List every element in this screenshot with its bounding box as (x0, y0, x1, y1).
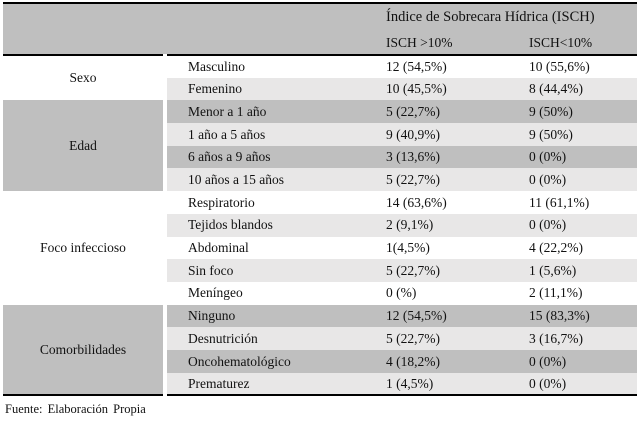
table-row: Sexo Masculino 12 (54,5%) 10 (55,6%) (3, 55, 637, 101)
row-value-isch-low: 0 (0%) (529, 375, 567, 391)
row-label: Prematurez (163, 372, 385, 396)
row-value-isch-high: 5 (22,7%) (386, 262, 440, 278)
row-label: 6 años a 9 años (188, 149, 271, 165)
row-value-isch-low: 10 (55,6%) (529, 59, 590, 75)
table-title: Índice de Sobrecara Hídrica (ISCH) (385, 3, 637, 31)
group-label-sexo: Sexo (3, 55, 165, 101)
row-value-isch-low: 11 (61,1%) (529, 194, 590, 210)
row-label: Menor a 1 año (188, 103, 267, 119)
row-value-isch-low: 0 (0%) (529, 172, 567, 188)
table-row: Foco infeccioso Respiratorio 14 (63,6%) … (3, 191, 637, 305)
row-value-isch-high: 5 (22,7%) (386, 103, 440, 119)
table-row: Comorbilidades Ninguno 12 (54,5%) 15 (83… (3, 304, 637, 396)
group-label-edad: Edad (3, 100, 165, 192)
header-title-row: Índice de Sobrecara Hídrica (ISCH) (3, 3, 637, 31)
row-value-isch-high: 12 (54,5%) (386, 308, 447, 324)
row-label: Meníngeo (188, 285, 243, 301)
row-value-isch-high: 5 (22,7%) (386, 330, 440, 346)
row-value-isch-low: 0 (0%) (529, 149, 567, 165)
isch-table: Índice de Sobrecara Hídrica (ISCH) ISCH … (3, 2, 637, 397)
table-row: Edad Menor a 1 año 5 (22,7%) 9 (50%) (3, 100, 637, 192)
row-label: Respiratorio (188, 194, 255, 210)
row-value-isch-low: 4 (22,2%) (529, 240, 583, 256)
row-value-isch-low: 9 (50%) (529, 103, 573, 119)
row-label: Sin foco (163, 259, 385, 282)
column-header-isch-high: ISCH >10% (385, 31, 528, 55)
row-label: Tejidos blandos (163, 213, 385, 237)
row-label: 10 años a 15 años (163, 168, 385, 192)
row-label: 1 año a 5 años (163, 123, 385, 146)
row-label: Ninguno (188, 308, 236, 324)
row-label: Masculino (188, 59, 245, 75)
row-value-isch-low: 1 (5,6%) (529, 262, 577, 278)
row-value-isch-low: 9 (50%) (529, 126, 573, 142)
row-value-isch-high: 0 (%) (386, 285, 417, 301)
header-empty-cell (3, 3, 385, 31)
row-value-isch-high: 5 (22,7%) (386, 172, 440, 188)
row-value-isch-low: 3 (16,7%) (529, 330, 583, 346)
column-header-isch-low: ISCH<10% (528, 31, 637, 55)
header-columns-row: ISCH >10% ISCH<10% (3, 31, 637, 55)
row-label: Femenino (163, 77, 385, 101)
row-value-isch-low: 0 (0%) (529, 217, 567, 233)
header-empty-cell (3, 31, 385, 55)
row-value-isch-low: 8 (44,4%) (529, 81, 583, 97)
row-value-isch-low: 0 (0%) (529, 353, 567, 369)
row-value-isch-high: 1(4,5%) (386, 240, 430, 256)
row-value-isch-high: 4 (18,2%) (386, 353, 440, 369)
row-value-isch-high: 2 (9,1%) (386, 217, 434, 233)
table-source-note: Fuente: Elaboración Propia (5, 402, 146, 417)
group-label-foco-infeccioso: Foco infeccioso (3, 191, 165, 305)
row-value-isch-low: 15 (83,3%) (529, 308, 590, 324)
table-header: Índice de Sobrecara Hídrica (ISCH) ISCH … (3, 3, 637, 55)
row-value-isch-high: 9 (40,9%) (386, 126, 440, 142)
row-value-isch-low: 2 (11,1%) (529, 285, 583, 301)
row-value-isch-high: 3 (13,6%) (386, 149, 440, 165)
row-value-isch-high: 12 (54,5%) (386, 59, 447, 75)
group-label-comorbilidades: Comorbilidades (3, 304, 165, 396)
row-value-isch-high: 10 (45,5%) (386, 81, 447, 97)
row-label: Desnutrición (163, 327, 385, 350)
row-label: Abdominal (188, 240, 249, 256)
row-label: Oncohematológico (188, 353, 291, 369)
table-body: Sexo Masculino 12 (54,5%) 10 (55,6%) Fem… (3, 55, 637, 396)
row-value-isch-high: 14 (63,6%) (386, 194, 447, 210)
row-value-isch-high: 1 (4,5%) (386, 375, 434, 391)
